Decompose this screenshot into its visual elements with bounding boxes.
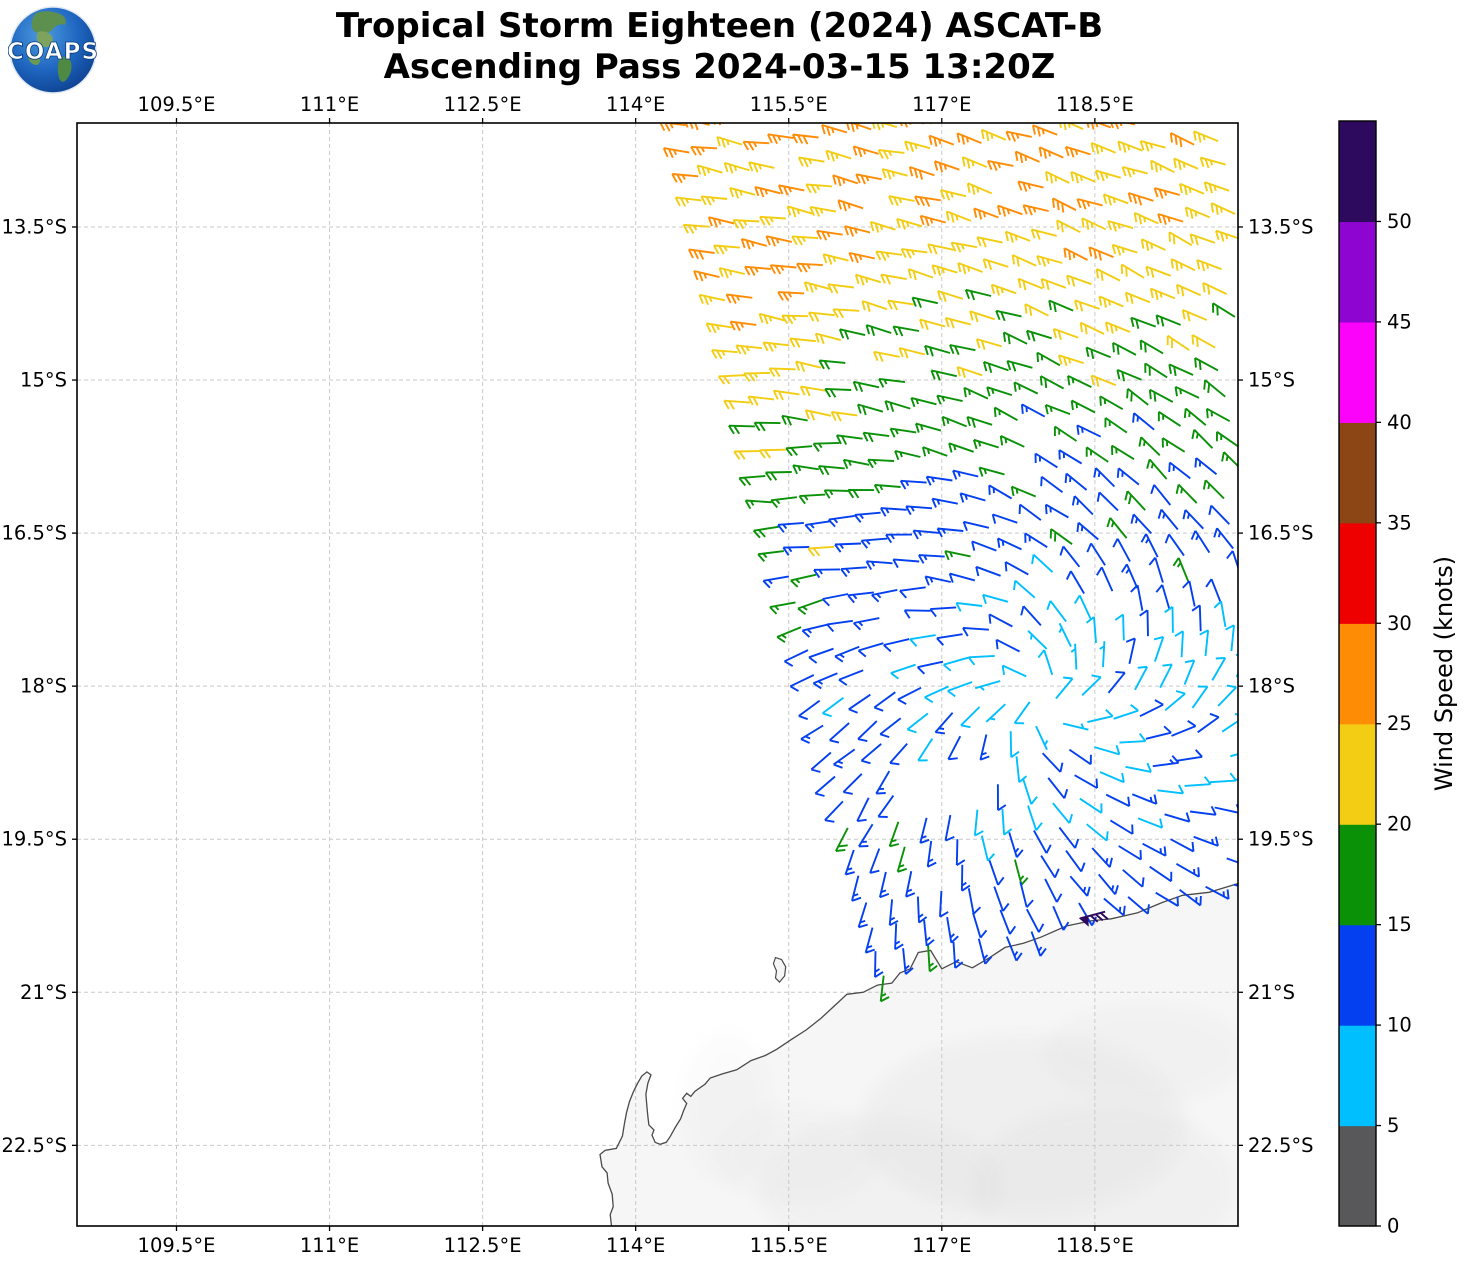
svg-text:25: 25 [1387,712,1412,735]
svg-text:18°S: 18°S [20,675,67,698]
svg-text:13.5°S: 13.5°S [1,215,67,238]
colorbar: 0 5 10 15 20 25 30 35 40 45 50 Wind Speed (knots) [1338,120,1458,1238]
svg-text:15°S: 15°S [20,369,67,392]
coaps-logo-text: COAPS [8,39,98,65]
svg-text:111°E: 111°E [300,93,359,116]
svg-text:15: 15 [1387,913,1412,936]
svg-text:18°S: 18°S [1248,675,1295,698]
svg-text:114°E: 114°E [606,1234,665,1257]
svg-text:35: 35 [1387,511,1412,534]
svg-text:109.5°E: 109.5°E [138,1234,216,1257]
svg-text:45: 45 [1387,310,1412,333]
coaps-globe-icon: COAPS [7,6,98,94]
svg-text:21°S: 21°S [1248,981,1295,1004]
svg-text:0: 0 [1387,1215,1399,1238]
axis-labels: 109.5°E 109.5°E 111°E 111°E 112.5°E 112.5°E 11… [1,93,1313,1257]
svg-text:117°E: 117°E [912,93,971,116]
svg-text:20: 20 [1387,813,1412,836]
svg-text:50: 50 [1387,210,1412,233]
svg-text:19.5°S: 19.5°S [1248,828,1314,851]
wind-barbs [659,123,1238,1003]
colorbar-axis-label: Wind Speed (knots) [1430,556,1458,791]
svg-text:19.5°S: 19.5°S [1,828,67,851]
svg-text:111°E: 111°E [300,1234,359,1257]
svg-text:16.5°S: 16.5°S [1248,522,1314,545]
svg-text:13.5°S: 13.5°S [1248,215,1314,238]
svg-text:115.5°E: 115.5°E [750,93,828,116]
svg-text:112.5°E: 112.5°E [444,1234,522,1257]
svg-text:112.5°E: 112.5°E [444,93,522,116]
svg-text:10: 10 [1387,1014,1412,1037]
coastline [599,882,1238,1226]
svg-text:5: 5 [1387,1114,1399,1137]
svg-text:118.5°E: 118.5°E [1056,93,1134,116]
svg-text:109.5°E: 109.5°E [138,93,216,116]
land-texture [681,1002,1238,1226]
svg-text:114°E: 114°E [606,93,665,116]
svg-text:16.5°S: 16.5°S [1,522,67,545]
svg-text:21°S: 21°S [20,981,67,1004]
svg-text:15°S: 15°S [1248,369,1295,392]
colorbar-outline [1338,120,1377,1227]
coaps-logo: COAPS [7,5,98,95]
map-frame [76,122,1239,1227]
svg-text:22.5°S: 22.5°S [1,1134,67,1157]
island-barrow [772,956,787,983]
map-canvas [77,123,1238,1226]
svg-text:22.5°S: 22.5°S [1248,1134,1314,1157]
svg-text:118.5°E: 118.5°E [1056,1234,1134,1257]
svg-text:40: 40 [1387,411,1412,434]
svg-text:115.5°E: 115.5°E [750,1234,828,1257]
svg-text:30: 30 [1387,612,1412,635]
svg-text:117°E: 117°E [912,1234,971,1257]
